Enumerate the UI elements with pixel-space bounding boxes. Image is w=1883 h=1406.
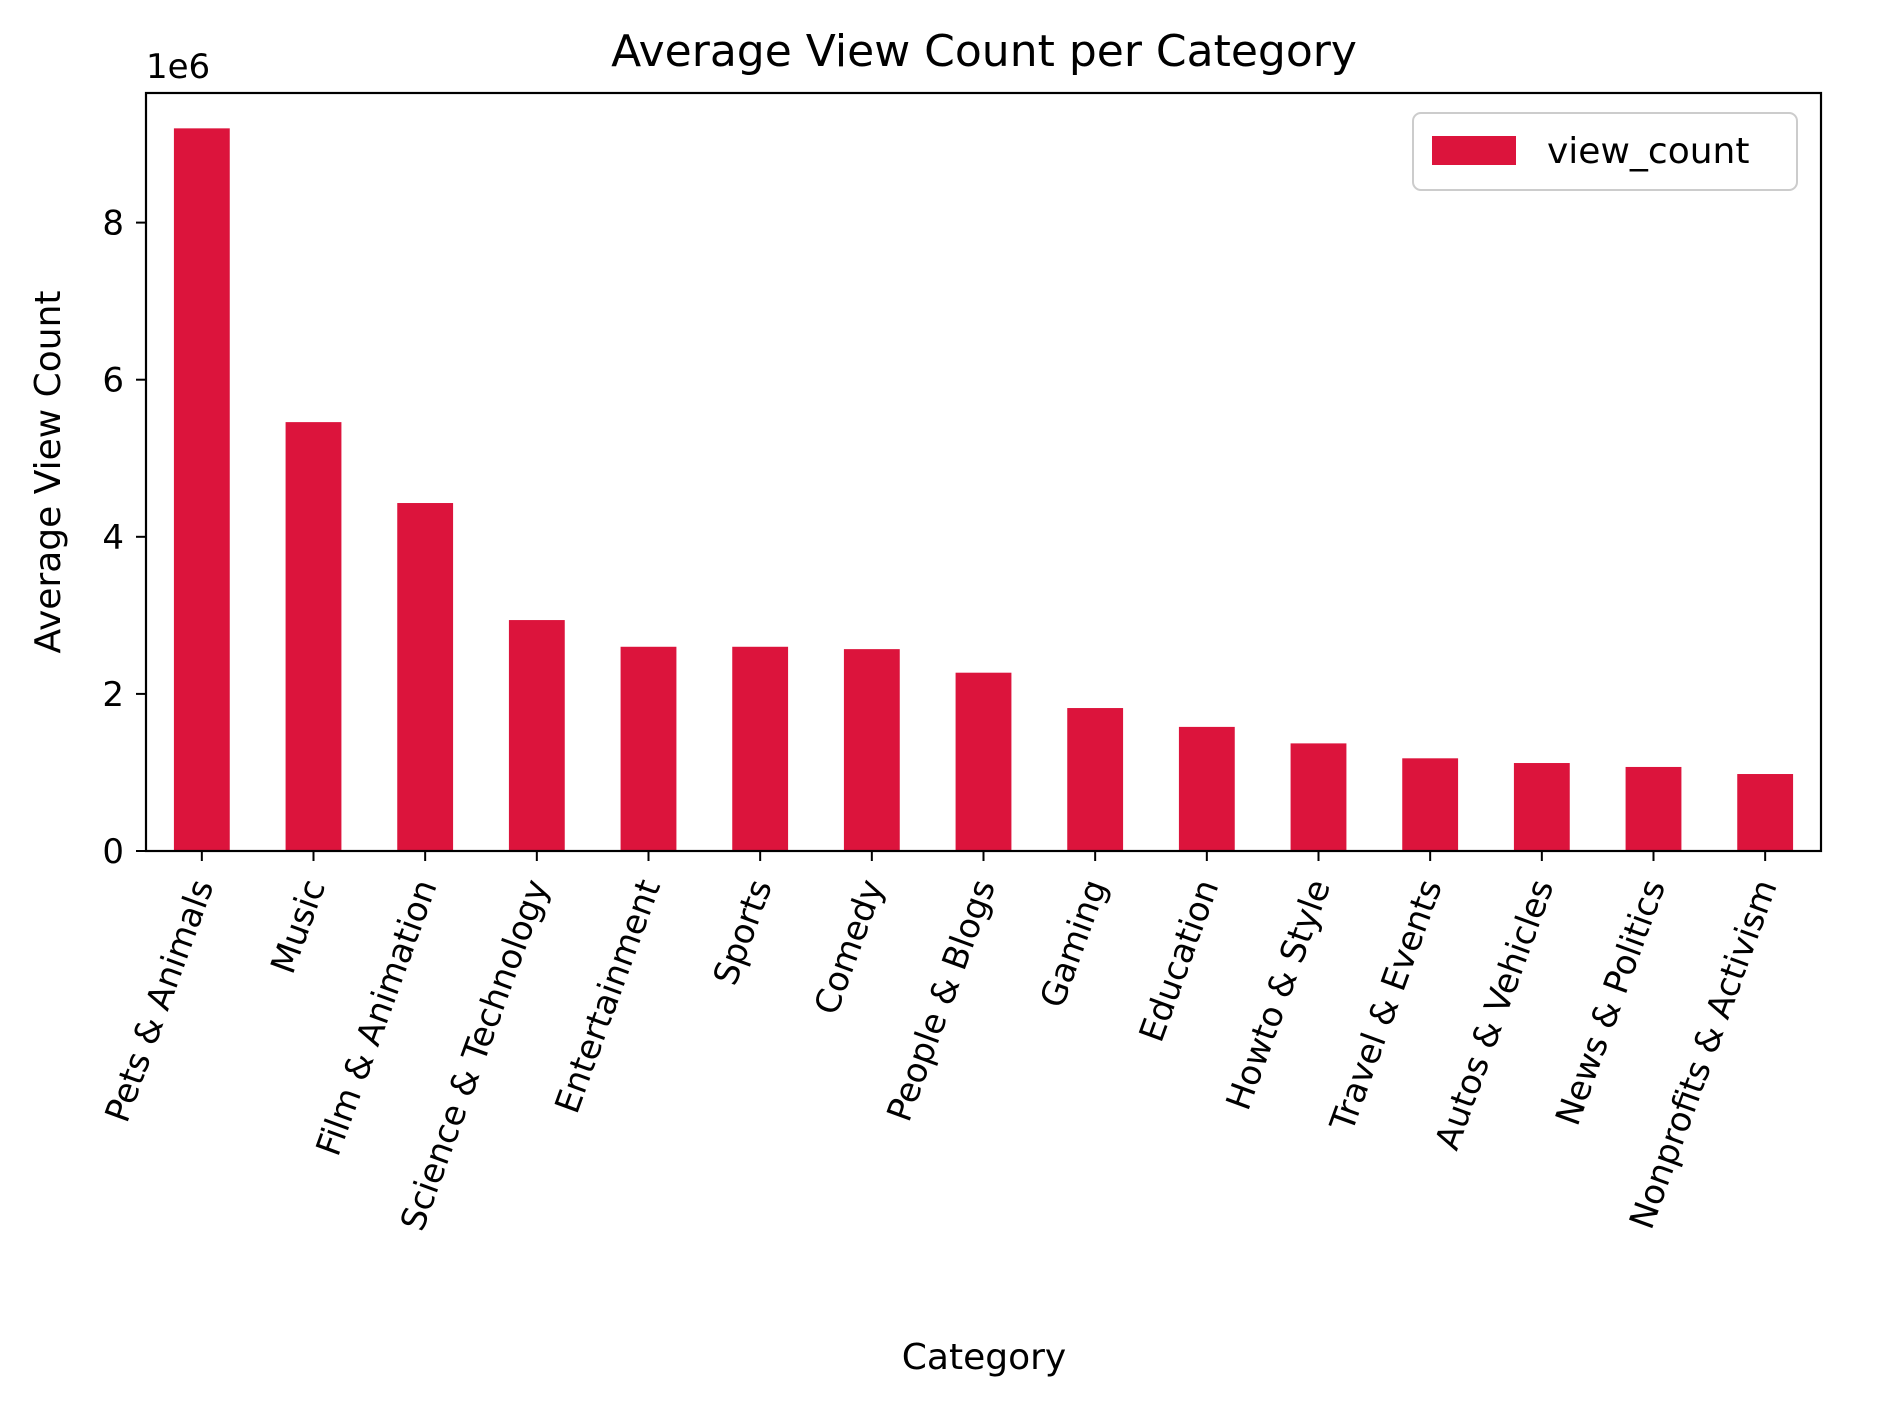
bar <box>1513 763 1570 851</box>
bar <box>397 503 454 851</box>
bar <box>285 422 342 851</box>
x-tick-label: Howto & Style <box>1219 874 1339 1115</box>
bar <box>1625 766 1682 851</box>
legend-swatch <box>1432 136 1516 165</box>
x-tick-label: Film & Animation <box>309 874 446 1161</box>
y-tick-label: 4 <box>102 518 124 558</box>
bar <box>1178 726 1235 851</box>
x-tick-label: Gaming <box>1033 874 1116 1013</box>
plot-frame <box>144 91 1823 853</box>
y-tick-label: 6 <box>102 361 124 401</box>
y-tick-label: 8 <box>102 204 124 244</box>
bar <box>955 672 1012 851</box>
x-tick-label: Pets & Animals <box>98 874 223 1127</box>
y-tick-label: 2 <box>102 675 124 715</box>
chart-title: Average View Count per Category <box>611 26 1357 77</box>
bar <box>173 128 230 851</box>
x-tick-label: Entertainment <box>547 874 669 1118</box>
legend-label: view_count <box>1547 131 1749 172</box>
legend-box <box>1412 112 1798 191</box>
bar <box>1737 774 1794 851</box>
bar <box>1067 708 1124 851</box>
y-axis-label: Average View Count <box>28 290 69 653</box>
x-tick-label: Comedy <box>807 874 893 1020</box>
bar <box>843 649 900 851</box>
bar <box>620 646 677 851</box>
x-tick-label: Music <box>263 874 334 979</box>
x-axis-label: Category <box>902 1337 1066 1378</box>
bar <box>508 620 565 851</box>
y-offset-label: 1e6 <box>146 47 210 87</box>
y-tick-label: 0 <box>102 832 124 872</box>
y-axis: 0 2 4 6 8 <box>102 204 146 872</box>
x-tick-label: Travel & Events <box>1322 874 1450 1137</box>
x-tick-label: Sports <box>706 874 781 990</box>
x-tick-label: People & Blogs <box>880 874 1004 1126</box>
bar <box>1290 743 1347 851</box>
bars-group <box>173 128 1794 851</box>
x-tick-label: Autos & Vehicles <box>1428 874 1563 1155</box>
bar <box>1402 758 1459 851</box>
legend: view_count <box>1412 112 1798 191</box>
x-tick-label: Education <box>1132 874 1227 1047</box>
bar <box>732 646 789 851</box>
x-tick-label: News & Politics <box>1548 874 1674 1130</box>
